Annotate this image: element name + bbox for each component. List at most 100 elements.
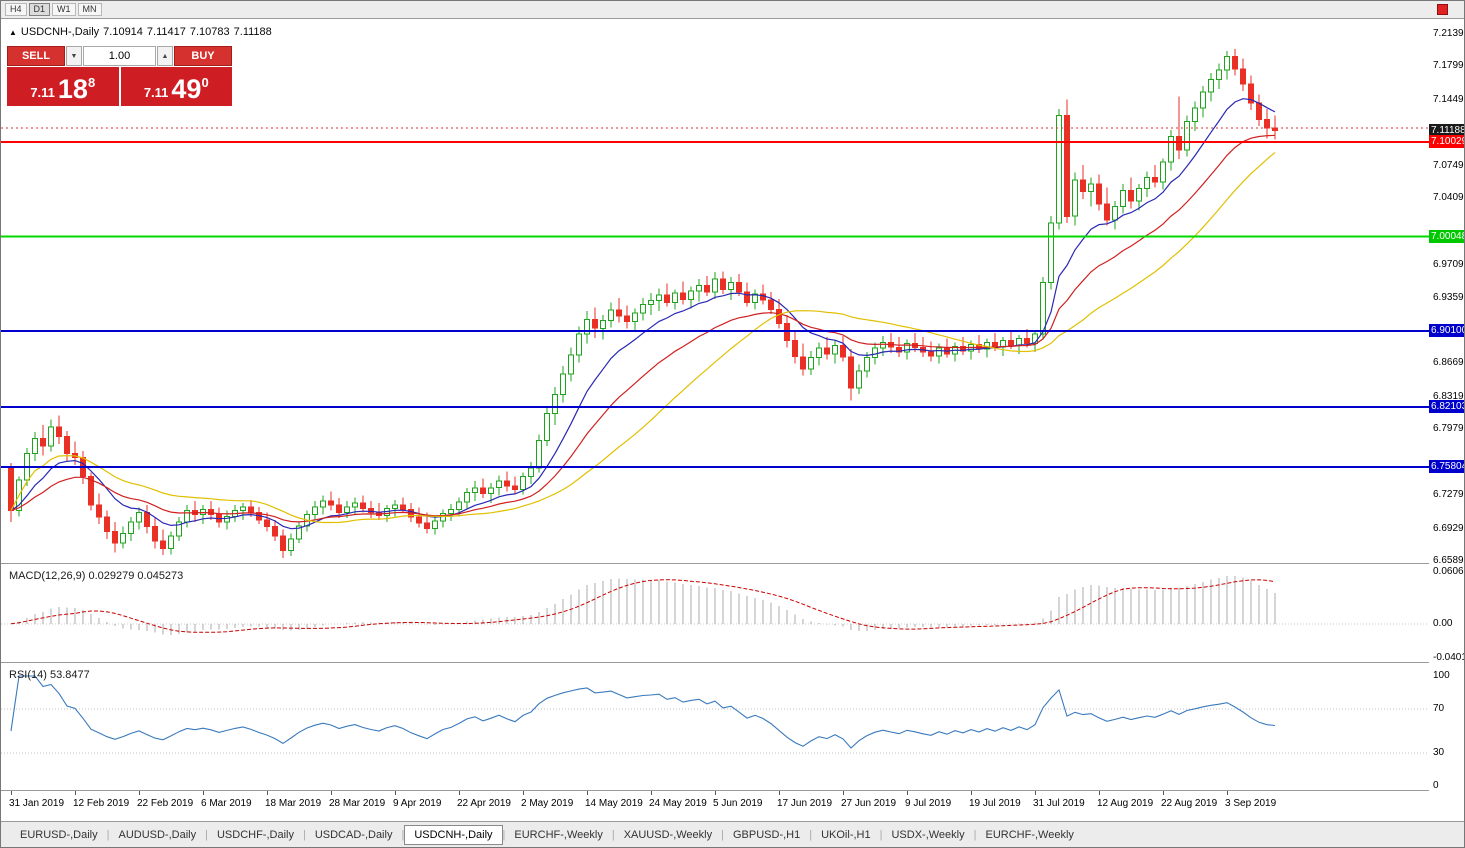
price-axis-label: 6.97090 <box>1433 258 1464 270</box>
ma-mid-red <box>10 134 1276 523</box>
sell-button[interactable]: SELL <box>7 46 65 66</box>
date-axis-label: 3 Sep 2019 <box>1225 798 1277 809</box>
date-axis-label: 6 Mar 2019 <box>201 798 252 809</box>
rsi-axis-label: 30 <box>1433 747 1445 758</box>
date-tick <box>459 791 460 795</box>
sell-price-display[interactable]: 7.11 18 8 <box>7 67 119 106</box>
chart-tab-usdchf-daily[interactable]: USDCHF-,Daily <box>216 828 294 841</box>
ohlc-low-value: 7.10783 <box>189 26 230 38</box>
candles-layer <box>8 49 1278 559</box>
tab-separator: | <box>809 828 813 841</box>
macd-signal-line <box>10 579 1276 633</box>
chart-tab-gbpusd-h1[interactable]: GBPUSD-,H1 <box>732 828 801 841</box>
timeframe-button-d1[interactable]: D1 <box>28 2 51 17</box>
chart-tab-eurusd-daily[interactable]: EURUSD-,Daily <box>20 828 98 841</box>
date-axis-label: 18 Mar 2019 <box>265 798 322 809</box>
price-axis-label: 6.69290 <box>1433 522 1464 534</box>
chart-tab-usdcad-daily[interactable]: USDCAD-,Daily <box>314 828 393 841</box>
price-axis-label: 6.65890 <box>1433 555 1464 566</box>
macd-axis-label: 0.00 <box>1433 617 1453 629</box>
price-axis-label: 7.21390 <box>1433 28 1464 39</box>
date-axis-label: 31 Jul 2019 <box>1033 798 1085 809</box>
tab-separator: | <box>611 828 615 841</box>
price-axis-label: 6.83190 <box>1433 390 1464 402</box>
price-axis-label: 6.72790 <box>1433 489 1464 501</box>
blue-level-badge-1: 6.90100 <box>1429 324 1464 338</box>
chart-tab-eurchf-weekly[interactable]: EURCHF-,Weekly <box>514 828 603 841</box>
macd-label: MACD(12,26,9) 0.029279 0.045273 <box>9 570 184 582</box>
buy-price-base: 7.11 <box>143 85 169 100</box>
date-tick <box>779 791 780 795</box>
current-price-badge: 7.11188 <box>1429 123 1464 137</box>
horizontal-levels-layer[interactable] <box>1 127 1429 468</box>
date-tick <box>331 791 332 795</box>
red-level-badge: 7.10029 <box>1429 134 1464 148</box>
ma-slow-yellow <box>10 151 1276 524</box>
chart-tab-usdx-weekly[interactable]: USDX-,Weekly <box>891 828 965 841</box>
timeframe-button-w1[interactable]: W1 <box>52 2 76 17</box>
alert-status-button[interactable] <box>1437 4 1448 15</box>
panel-divider[interactable] <box>1 790 1464 791</box>
sell-price-pips: 18 <box>57 74 88 104</box>
macd-axis-label: -0.040152 <box>1433 652 1464 663</box>
trade-panel-collapse-icon[interactable]: ▲ <box>9 28 17 37</box>
rsi-label: RSI(14) 53.8477 <box>9 669 90 681</box>
volume-increase-button[interactable]: ▲ <box>157 46 173 66</box>
chart-tab-audusd-daily[interactable]: AUDUSD-,Daily <box>118 828 197 841</box>
rsi-indicator-canvas[interactable] <box>1 663 1429 790</box>
sell-price-base: 7.11 <box>30 85 55 100</box>
tab-separator: | <box>973 828 977 841</box>
ma-fast-blue <box>10 98 1276 530</box>
buy-price-fraction: 0 <box>201 75 209 90</box>
date-tick <box>1227 791 1228 795</box>
date-axis[interactable]: 31 Jan 2019 12 Feb 2019 22 Feb 2019 6 Mar 2… <box>1 791 1429 823</box>
price-axis[interactable]: 0.060674 0.00 -0.040152 100 70 30 0 7.21390 7.17… <box>1429 19 1464 791</box>
tab-separator: | <box>106 828 110 841</box>
tab-separator: | <box>205 828 208 841</box>
date-tick <box>75 791 76 795</box>
ohlc-open-value: 7.10914 <box>103 26 143 38</box>
buy-price-display[interactable]: 7.11 49 0 <box>120 67 232 106</box>
date-axis-label: 9 Jul 2019 <box>905 798 952 809</box>
timeframe-button-h4[interactable]: H4 <box>5 2 27 17</box>
panel-divider[interactable] <box>1 563 1464 564</box>
tab-separator: | <box>879 828 883 841</box>
date-tick <box>1163 791 1164 795</box>
date-axis-label: 31 Jan 2019 <box>9 798 65 809</box>
panel-divider[interactable] <box>1 662 1464 663</box>
blue-level-badge-2: 6.82103 <box>1429 400 1464 414</box>
chart-tab-eurchf-weekly[interactable]: EURCHF-,Weekly <box>985 828 1074 841</box>
macd-histogram <box>18 576 1276 635</box>
price-axis-label: 6.93590 <box>1433 291 1464 303</box>
date-tick <box>203 791 204 795</box>
chart-tab-ukoil-h1[interactable]: UKOil-,H1 <box>821 828 871 841</box>
date-tick <box>11 791 12 795</box>
date-axis-label: 2 May 2019 <box>521 798 574 809</box>
date-axis-label: 5 Jun 2019 <box>713 798 763 809</box>
sell-price-fraction: 8 <box>87 75 96 90</box>
price-axis-label: 6.86690 <box>1433 357 1464 369</box>
macd-indicator-canvas[interactable] <box>1 564 1429 662</box>
chart-tab-xauusd-weekly[interactable]: XAUUSD-,Weekly <box>623 828 713 841</box>
date-tick <box>267 791 268 795</box>
main-chart-canvas[interactable] <box>1 19 1429 563</box>
date-tick <box>1035 791 1036 795</box>
tab-separator: | <box>502 828 506 841</box>
chart-area: 0.060674 0.00 -0.040152 100 70 30 0 7.21390 7.17… <box>1 19 1464 823</box>
date-tick <box>971 791 972 795</box>
date-axis-label: 19 Jul 2019 <box>969 798 1021 809</box>
tab-separator: | <box>302 828 306 841</box>
chart-tab-usdcnh-daily[interactable]: USDCNH-,Daily <box>404 824 503 845</box>
price-axis-label: 7.07490 <box>1433 159 1464 171</box>
volume-decrease-button[interactable]: ▼ <box>66 46 82 66</box>
date-axis-label: 28 Mar 2019 <box>329 798 386 809</box>
date-axis-label: 22 Aug 2019 <box>1161 798 1218 809</box>
timeframe-button-mn[interactable]: MN <box>77 2 102 17</box>
timeframe-toolbar: H4 D1 W1 MN <box>1 1 1464 19</box>
timeframe-button-group: H4 D1 W1 MN <box>5 2 102 17</box>
price-axis-label: 7.17990 <box>1433 60 1464 72</box>
rsi-line <box>10 675 1276 749</box>
date-tick <box>395 791 396 795</box>
buy-button[interactable]: BUY <box>174 46 232 66</box>
volume-input[interactable]: 1.00 <box>83 46 156 66</box>
